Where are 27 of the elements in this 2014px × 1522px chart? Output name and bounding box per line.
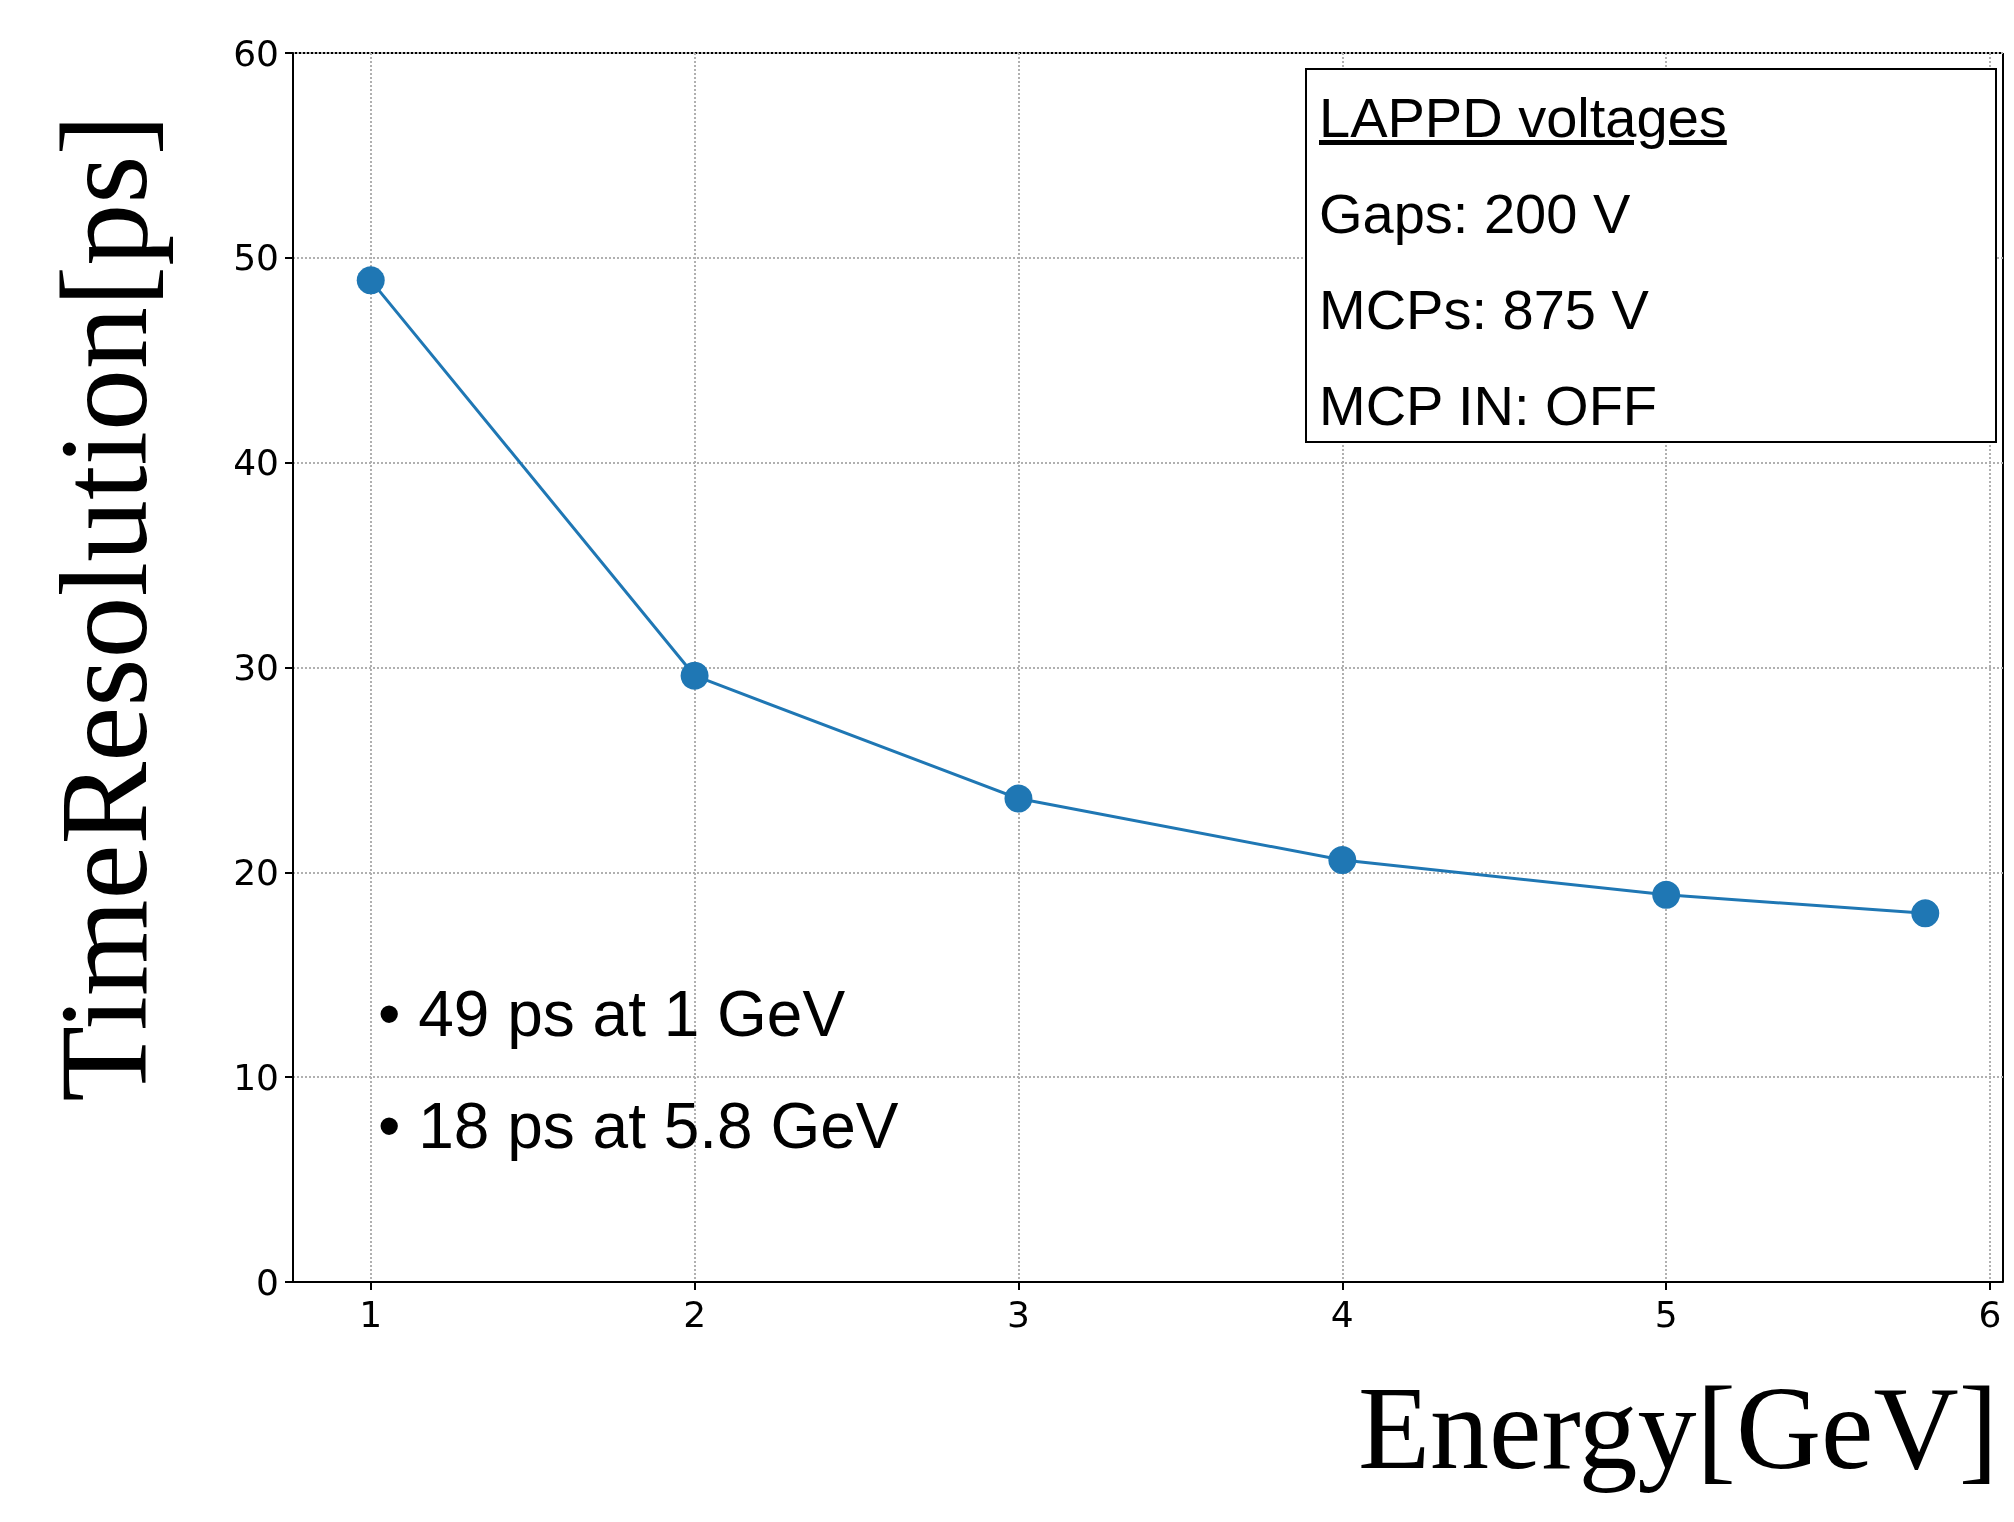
x-axis-title: Energy[GeV] <box>1357 1362 1998 1494</box>
point <box>1911 899 1940 928</box>
y-tick-label: 0 <box>256 1261 279 1303</box>
y-tick-label: 10 <box>233 1056 279 1098</box>
x-tick-label: 6 <box>1978 1293 2002 1335</box>
y-tick-label: 60 <box>233 32 279 74</box>
point <box>356 266 385 295</box>
annotation: LAPPD voltages <box>1319 85 1728 151</box>
annotation: • 18 ps at 5.8 GeV <box>378 1090 899 1162</box>
point <box>1004 784 1033 813</box>
x-tick-label: 5 <box>1654 1293 1678 1335</box>
y-tick-label: 40 <box>233 442 279 484</box>
y-axis-title: TimeResolution[ps] <box>35 114 173 1102</box>
x-tick-label: 4 <box>1330 1293 1354 1335</box>
annotation: MCPs: 875 V <box>1319 277 1650 343</box>
point <box>1328 846 1357 875</box>
annotation: • 49 ps at 1 GeV <box>378 978 846 1050</box>
x-tick-label: 1 <box>359 1293 383 1335</box>
y-tick-label: 50 <box>233 237 279 279</box>
point <box>680 661 709 690</box>
x-tick-label: 2 <box>683 1293 707 1335</box>
y-tick-label: 30 <box>233 647 279 688</box>
x-tick-label: 3 <box>1007 1293 1030 1335</box>
point <box>1652 880 1681 909</box>
annotation: MCP IN: OFF <box>1319 373 1659 439</box>
annotation: Gaps: 200 V <box>1319 181 1632 247</box>
y-tick-label: 20 <box>233 851 279 893</box>
